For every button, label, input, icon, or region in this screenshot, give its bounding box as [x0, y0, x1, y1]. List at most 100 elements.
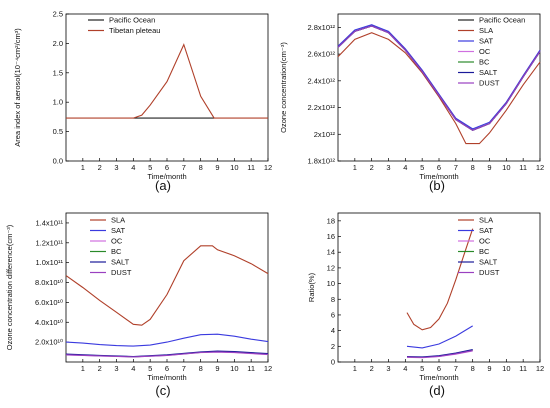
- y-axis-label: Area index of aerosol(10⁻⁴cm²/cm³): [13, 28, 22, 147]
- x-tick-label: 8: [199, 163, 203, 172]
- series-line-sat: [65, 333, 269, 347]
- y-tick-label: 2.8x10¹²: [307, 23, 335, 32]
- chart-panel-2: 1 2 3 4 5 6 7 8 9 10 11 121.8x10¹²2x10¹²2.2x10¹²2.4…: [279, 13, 544, 193]
- series-line-salt: [406, 348, 473, 358]
- legend-entry: DUST: [479, 79, 500, 88]
- x-tick-label: 6: [437, 163, 441, 172]
- y-tick-label: 1.2x10¹¹: [35, 238, 63, 247]
- y-tick-label: 0: [331, 358, 335, 367]
- x-tick-label: 1: [353, 364, 357, 373]
- series-line-tibetan-pleteau: [66, 43, 268, 119]
- legend-entry: SALT: [111, 258, 130, 267]
- x-axis-label: Time/month: [419, 373, 458, 382]
- x-tick-label: 2: [98, 364, 102, 373]
- y-tick-label: 1.8x10¹²: [307, 157, 335, 166]
- legend-entry: DUST: [111, 268, 132, 277]
- x-tick-label: 12: [264, 364, 272, 373]
- series-line-sla: [65, 245, 269, 326]
- legend-entry: SAT: [479, 226, 493, 235]
- series-line-bc: [337, 25, 541, 131]
- y-tick-label: 8: [331, 295, 335, 304]
- legend-entry: BC: [111, 247, 122, 256]
- series-line-sla: [337, 32, 541, 145]
- legend-entry: OC: [479, 47, 491, 56]
- legend-entry: BC: [479, 247, 490, 256]
- y-tick-label: 4: [331, 326, 335, 335]
- x-tick-label: 12: [536, 364, 544, 373]
- x-tick-label: 5: [148, 163, 152, 172]
- legend-entry: OC: [479, 237, 491, 246]
- x-tick-label: 4: [403, 364, 407, 373]
- x-tick-label: 6: [165, 163, 169, 172]
- y-tick-label: 10: [327, 279, 335, 288]
- x-axis-label: Time/month: [147, 172, 186, 181]
- series-line-oc: [337, 25, 541, 131]
- x-tick-label: 8: [471, 364, 475, 373]
- x-tick-label: 8: [471, 163, 475, 172]
- x-tick-label: 10: [502, 163, 510, 172]
- panel-label: (d): [429, 383, 445, 398]
- series-line-sla: [406, 228, 474, 331]
- x-tick-label: 7: [182, 364, 186, 373]
- series-line-dust: [65, 351, 269, 358]
- x-tick-label: 4: [131, 163, 135, 172]
- y-tick-label: 6.0x10¹⁰: [35, 298, 63, 307]
- x-tick-label: 2: [98, 163, 102, 172]
- legend-entry: SLA: [111, 216, 125, 225]
- x-tick-label: 7: [454, 364, 458, 373]
- x-tick-label: 9: [487, 364, 491, 373]
- x-tick-label: 11: [247, 163, 255, 172]
- y-tick-label: 2x10¹²: [314, 130, 336, 139]
- y-tick-label: 12: [327, 263, 335, 272]
- legend-entry: Pacific Ocean: [109, 16, 155, 25]
- y-tick-label: 8.0x10¹⁰: [35, 278, 63, 287]
- chart-panel-4: 1 2 3 4 5 6 7 8 9 10 11 12024681012141618Time/month…: [307, 212, 544, 398]
- x-tick-label: 2: [370, 364, 374, 373]
- y-tick-label: 2.5: [53, 10, 63, 19]
- x-tick-label: 12: [536, 163, 544, 172]
- legend-entry: SAT: [479, 37, 493, 46]
- x-tick-label: 3: [114, 364, 118, 373]
- legend-entry: Pacific Ocean: [479, 16, 525, 25]
- x-tick-label: 9: [215, 163, 219, 172]
- plot-frame: [337, 13, 541, 162]
- x-tick-label: 10: [502, 364, 510, 373]
- legend-entry: SALT: [479, 68, 498, 77]
- y-tick-label: 2.6x10¹²: [307, 50, 335, 59]
- y-tick-label: 2.0: [53, 39, 63, 48]
- panel-label: (c): [155, 383, 170, 398]
- y-tick-label: 1.5: [53, 68, 63, 77]
- x-tick-label: 4: [131, 364, 135, 373]
- x-tick-label: 1: [81, 163, 85, 172]
- x-tick-label: 1: [353, 163, 357, 172]
- x-tick-label: 12: [264, 163, 272, 172]
- x-tick-label: 6: [437, 364, 441, 373]
- chart-panel-1: 1 2 3 4 5 6 7 8 9 10 11 120.00.51.01.52.02.5Time/mo…: [13, 10, 272, 194]
- y-tick-label: 0.0: [53, 157, 63, 166]
- y-tick-label: 18: [327, 216, 335, 225]
- series-line-dust: [406, 350, 473, 359]
- x-tick-label: 5: [420, 163, 424, 172]
- y-axis-label: Ratio(%): [307, 272, 316, 302]
- x-tick-label: 7: [454, 163, 458, 172]
- series-line-dust: [337, 25, 541, 131]
- x-tick-label: 3: [386, 364, 390, 373]
- legend-entry: SLA: [479, 26, 493, 35]
- y-tick-label: 1.0: [53, 98, 63, 107]
- y-tick-label: 2.4x10¹²: [307, 76, 335, 85]
- x-tick-label: 5: [148, 364, 152, 373]
- x-tick-label: 1: [81, 364, 85, 373]
- plot-frame: [65, 212, 269, 363]
- y-tick-label: 14: [327, 248, 335, 257]
- y-tick-label: 2: [331, 342, 335, 351]
- series-line-salt: [337, 25, 541, 131]
- x-axis-label: Time/month: [147, 373, 186, 382]
- y-tick-label: 16: [327, 232, 335, 241]
- x-tick-label: 11: [247, 364, 255, 373]
- legend-entry: BC: [479, 58, 490, 67]
